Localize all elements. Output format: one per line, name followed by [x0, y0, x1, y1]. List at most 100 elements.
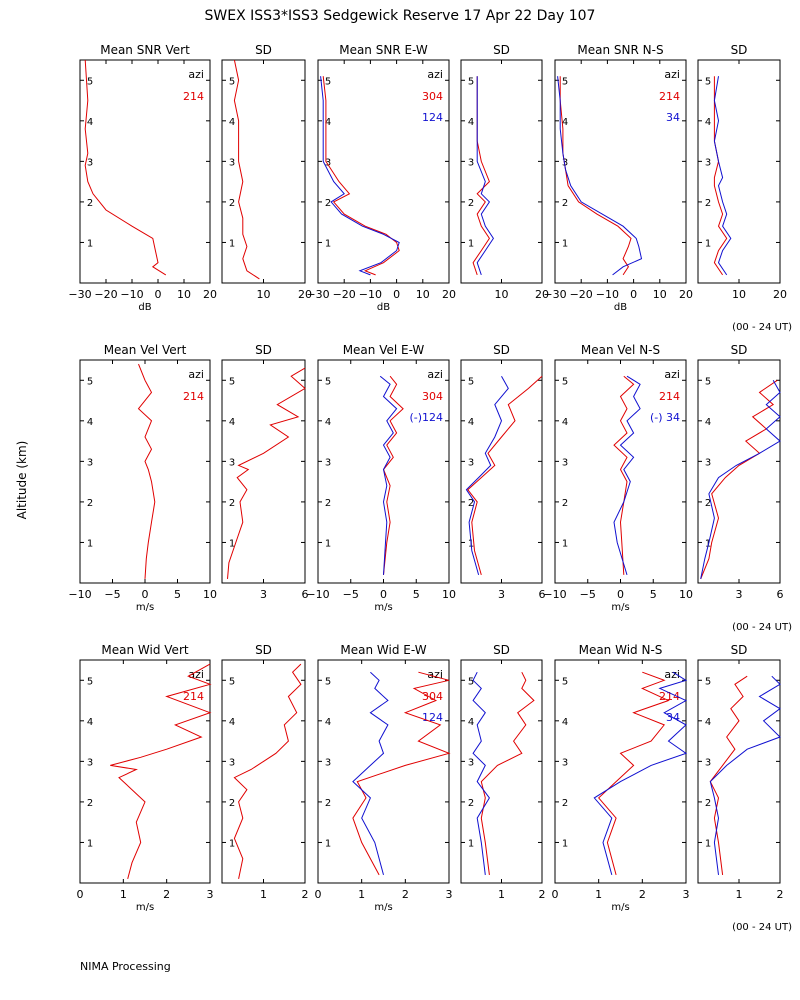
y-tick-label: 4	[87, 117, 93, 128]
panel-frame	[79, 59, 211, 284]
y-tick-label: 5	[325, 76, 331, 87]
panel-frame	[317, 59, 450, 284]
series-line-blue	[472, 671, 491, 875]
series-line-blue	[476, 76, 495, 276]
panel-vel-6: SD 1 2 3 4 5 3 6	[697, 343, 784, 601]
x-unit-label: m/s	[374, 602, 392, 613]
y-tick-label: 4	[705, 417, 711, 428]
x-unit-label: m/s	[136, 602, 154, 613]
y-tick-label: 5	[87, 376, 93, 387]
x-tick-label: 3	[683, 888, 690, 901]
altitude-axis-label: Altitude (km)	[15, 441, 29, 520]
x-tick-label: 6	[539, 588, 546, 601]
panel-snr-2: SD 1 2 3 4 5 10 20	[221, 43, 312, 301]
x-tick-label: 3	[260, 588, 267, 601]
x-tick-label: 6	[777, 588, 784, 601]
panel-frame	[697, 59, 781, 284]
y-tick-label: 1	[87, 838, 93, 849]
y-tick-label: 3	[325, 757, 331, 768]
panel-title: Mean SNR N-S	[577, 43, 663, 57]
y-tick-label: 3	[87, 157, 93, 168]
y-tick-label: 2	[562, 198, 568, 209]
x-unit-label: m/s	[611, 602, 629, 613]
series-line-blue	[557, 76, 643, 276]
panel-frame	[79, 659, 211, 884]
panel-frame	[221, 359, 306, 584]
panel-title: SD	[255, 43, 272, 57]
panel-title: SD	[255, 643, 272, 657]
y-tick-label: 2	[468, 198, 474, 209]
y-tick-label: 3	[562, 157, 568, 168]
figure-title: SWEX ISS3*ISS3 Sedgewick Reserve 17 Apr …	[205, 8, 596, 24]
y-tick-label: 5	[229, 76, 235, 87]
x-tick-label: −20	[333, 288, 356, 301]
y-tick-label: 1	[325, 238, 331, 249]
x-tick-label: −10	[543, 588, 566, 601]
x-tick-label: 0	[393, 288, 400, 301]
y-tick-label: 4	[468, 117, 474, 128]
x-tick-label: −10	[306, 588, 329, 601]
y-tick-label: 4	[229, 417, 235, 428]
x-tick-label: −10	[359, 288, 382, 301]
panel-frame	[554, 659, 687, 884]
x-tick-label: 5	[174, 588, 181, 601]
panel-frame	[460, 659, 543, 884]
legend-entry: 304	[422, 390, 443, 403]
panel-wid-4: SD 1 2 3 4 5 1 2	[460, 643, 546, 901]
panel-frame	[317, 659, 450, 884]
legend-entry: (-) 34	[650, 411, 680, 424]
legend-title: azi	[188, 68, 204, 81]
x-tick-label: 20	[298, 288, 312, 301]
y-tick-label: 3	[229, 457, 235, 468]
x-unit-label: m/s	[374, 902, 392, 913]
x-tick-label: 20	[442, 288, 456, 301]
time-note-row-1: (00 - 24 UT)	[732, 322, 792, 333]
y-tick-label: 5	[325, 376, 331, 387]
panel-title: Mean Vel Vert	[104, 343, 187, 357]
x-tick-label: 10	[257, 288, 271, 301]
series-line-blue	[709, 675, 781, 875]
legend-title: azi	[664, 68, 680, 81]
series-line-red	[84, 59, 167, 276]
y-tick-label: 5	[87, 76, 93, 87]
y-tick-label: 2	[229, 498, 235, 509]
x-tick-label: 10	[416, 288, 430, 301]
y-tick-label: 3	[229, 157, 235, 168]
legend-entry: (-)124	[409, 411, 443, 424]
y-tick-label: 2	[562, 498, 568, 509]
legend-title: azi	[427, 368, 443, 381]
x-tick-label: −30	[68, 288, 91, 301]
panel-vel-1: Mean Vel Vert 1 2 3 4 5 −10 −5 0 5 10 m/s azi 214	[68, 343, 217, 613]
y-tick-label: 1	[87, 538, 93, 549]
panel-wid-2: SD 1 2 3 4 5 1 2	[221, 643, 309, 901]
legend-entry: 214	[183, 690, 204, 703]
y-tick-label: 2	[705, 198, 711, 209]
x-tick-label: 1	[260, 888, 267, 901]
x-tick-label: 0	[142, 588, 149, 601]
legend-title: azi	[427, 68, 443, 81]
x-tick-label: 6	[302, 588, 309, 601]
panel-vel-5: Mean Vel N-S 1 2 3 4 5 −10 −5 0 5 10 m/s azi 214 (-) 3…	[543, 343, 693, 613]
y-tick-label: 5	[562, 676, 568, 687]
x-unit-label: dB	[614, 302, 627, 313]
panel-frame	[460, 359, 543, 584]
panel-title: Mean Vel E-W	[343, 343, 425, 357]
y-tick-label: 3	[87, 457, 93, 468]
x-unit-label: dB	[377, 302, 390, 313]
panel-title: SD	[731, 343, 748, 357]
series-line-red	[233, 59, 260, 280]
y-tick-label: 4	[562, 717, 568, 728]
legend-entry: 34	[666, 111, 680, 124]
panel-frame	[697, 659, 781, 884]
y-tick-label: 1	[468, 838, 474, 849]
x-tick-label: −10	[120, 288, 143, 301]
panel-wid-6: SD 1 2 3 4 5 1 2	[697, 643, 784, 901]
series-line-red	[137, 363, 156, 579]
panel-title: SD	[731, 643, 748, 657]
y-tick-label: 4	[87, 417, 93, 428]
x-unit-label: m/s	[611, 902, 629, 913]
